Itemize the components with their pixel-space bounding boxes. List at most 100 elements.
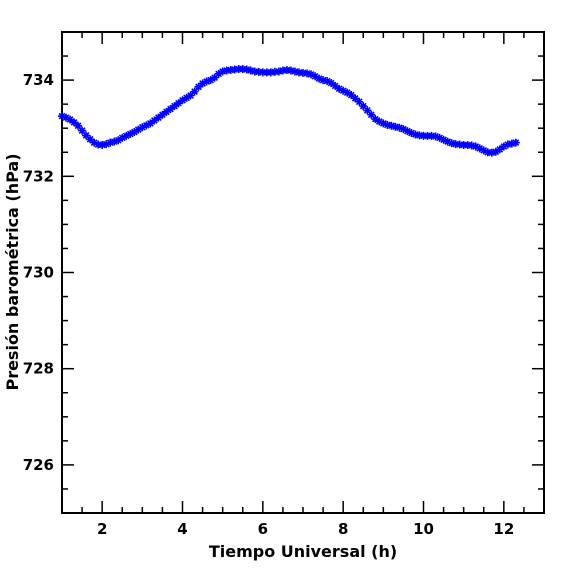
data-point <box>262 68 271 77</box>
data-point <box>495 145 504 154</box>
data-point <box>451 140 460 149</box>
data-point <box>363 106 372 115</box>
x-tick-label: 10 <box>413 520 434 538</box>
data-point <box>323 77 332 86</box>
data-point <box>479 146 488 155</box>
data-point <box>214 69 223 78</box>
data-point <box>375 117 384 126</box>
data-point <box>58 112 66 121</box>
data-point <box>435 133 444 142</box>
data-point <box>106 138 115 147</box>
data-point <box>443 137 452 146</box>
data-point <box>158 110 167 119</box>
data-point <box>411 130 420 139</box>
data-point <box>447 139 456 148</box>
data-point <box>471 142 480 151</box>
data-point <box>138 123 147 132</box>
data-point <box>379 119 388 128</box>
data-point <box>66 115 75 124</box>
y-axis-title: Presión barométrica (hPa) <box>3 153 22 390</box>
data-point <box>86 135 95 144</box>
data-point <box>162 107 171 116</box>
data-point <box>299 68 307 77</box>
y-tick-label: 726 <box>23 456 54 474</box>
tick-labels: 2 4 6 8 10 12 726 728 730 732 734 <box>23 71 515 538</box>
data-point <box>463 141 472 150</box>
data-point <box>274 67 283 76</box>
data-point <box>78 126 87 135</box>
x-tick-label: 6 <box>258 520 268 538</box>
y-tick-label: 732 <box>23 167 54 185</box>
x-tick-label: 2 <box>97 520 107 538</box>
data-point <box>419 131 428 140</box>
data-point <box>194 82 203 91</box>
x-axis-title: Tiempo Universal (h) <box>209 542 397 561</box>
data-point <box>343 88 352 97</box>
series-markers <box>58 65 520 157</box>
data-point <box>475 144 484 153</box>
data-point <box>74 121 83 130</box>
data-point <box>62 113 71 122</box>
data-point <box>146 119 155 128</box>
y-tick-label: 730 <box>23 264 54 282</box>
x-tick-label: 4 <box>177 520 187 538</box>
data-point <box>226 65 235 74</box>
data-point <box>294 68 303 77</box>
data-point <box>319 76 328 85</box>
data-point <box>455 140 464 149</box>
data-point <box>290 67 299 76</box>
data-point <box>391 122 400 131</box>
data-point <box>423 131 432 140</box>
data-point <box>387 121 396 130</box>
data-point <box>222 66 231 75</box>
data-point <box>182 93 191 102</box>
x-tick-label: 8 <box>338 520 348 538</box>
axes <box>61 31 545 514</box>
data-point <box>311 72 320 81</box>
data-point <box>266 68 275 77</box>
data-point <box>467 141 476 150</box>
data-point <box>431 132 440 141</box>
data-point <box>230 65 239 74</box>
data-point <box>250 67 259 76</box>
data-point <box>114 136 123 145</box>
y-tick-label: 734 <box>23 71 54 89</box>
data-point <box>499 142 508 151</box>
data-point <box>98 141 107 150</box>
data-point <box>286 66 295 75</box>
data-point <box>90 138 99 147</box>
data-point <box>487 148 496 157</box>
data-point <box>190 87 199 96</box>
data-point <box>142 121 151 130</box>
data-point <box>254 67 263 76</box>
data-point <box>118 133 127 142</box>
data-point <box>234 65 243 74</box>
data-point <box>327 78 336 87</box>
data-point <box>102 140 111 149</box>
data-point <box>166 104 175 113</box>
data-point <box>258 68 267 77</box>
data-point <box>439 135 448 144</box>
data-point <box>130 128 139 137</box>
data-point <box>134 125 143 134</box>
data-point <box>383 120 392 129</box>
data-point <box>94 140 103 149</box>
data-point <box>154 113 163 122</box>
data-point <box>395 123 404 132</box>
data-point <box>206 76 215 85</box>
y-tick-label: 728 <box>23 360 54 378</box>
data-point <box>238 65 247 74</box>
data-point <box>186 91 195 100</box>
data-point <box>70 118 79 127</box>
data-point <box>110 137 119 146</box>
data-point <box>503 140 512 149</box>
data-point <box>174 99 183 108</box>
data-point <box>126 129 135 138</box>
data-point <box>210 73 219 82</box>
data-point <box>491 147 500 156</box>
data-point <box>399 125 408 134</box>
data-point <box>178 96 187 105</box>
data-point <box>407 129 416 138</box>
